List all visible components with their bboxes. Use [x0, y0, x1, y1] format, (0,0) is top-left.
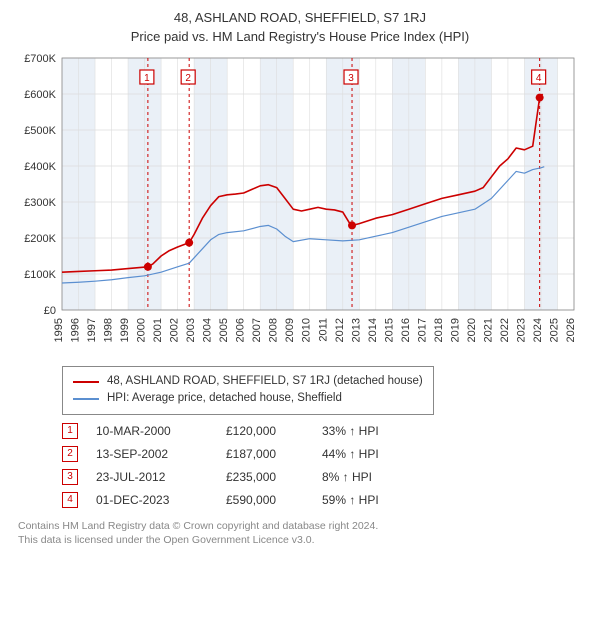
sale-pct-vs-hpi: 59% ↑ HPI — [322, 493, 432, 507]
svg-text:1: 1 — [144, 73, 150, 84]
sale-price: £120,000 — [226, 424, 304, 438]
svg-text:1998: 1998 — [103, 318, 115, 342]
sale-pct-vs-hpi: 8% ↑ HPI — [322, 470, 432, 484]
svg-text:2001: 2001 — [152, 318, 164, 342]
legend: 48, ASHLAND ROAD, SHEFFIELD, S7 1RJ (det… — [62, 366, 434, 415]
svg-text:3: 3 — [348, 73, 354, 84]
svg-text:2008: 2008 — [268, 318, 280, 342]
sale-row: 3 23-JUL-2012 £235,000 8% ↑ HPI — [62, 469, 584, 485]
sale-marker-box: 2 — [62, 446, 78, 462]
svg-text:2024: 2024 — [532, 318, 544, 342]
svg-text:2013: 2013 — [350, 318, 362, 342]
legend-swatch — [73, 381, 99, 383]
svg-text:2011: 2011 — [317, 318, 329, 342]
svg-text:4: 4 — [536, 73, 542, 84]
svg-text:£700K: £700K — [24, 53, 56, 65]
svg-text:2003: 2003 — [185, 318, 197, 342]
svg-text:2015: 2015 — [383, 318, 395, 342]
svg-text:£400K: £400K — [24, 161, 56, 173]
legend-row: 48, ASHLAND ROAD, SHEFFIELD, S7 1RJ (det… — [73, 373, 423, 390]
page-title: 48, ASHLAND ROAD, SHEFFIELD, S7 1RJ — [16, 10, 584, 25]
sale-marker-box: 1 — [62, 423, 78, 439]
svg-text:£500K: £500K — [24, 125, 56, 137]
sale-row: 2 13-SEP-2002 £187,000 44% ↑ HPI — [62, 446, 584, 462]
svg-text:2006: 2006 — [235, 318, 247, 342]
legend-swatch — [73, 398, 99, 400]
footer-line: This data is licensed under the Open Gov… — [18, 533, 584, 547]
svg-text:2000: 2000 — [136, 318, 148, 342]
svg-text:2007: 2007 — [251, 318, 263, 342]
svg-text:2012: 2012 — [334, 318, 346, 342]
svg-text:2019: 2019 — [449, 318, 461, 342]
svg-text:2005: 2005 — [218, 318, 230, 342]
svg-text:1999: 1999 — [119, 318, 131, 342]
sale-pct-vs-hpi: 44% ↑ HPI — [322, 447, 432, 461]
price-chart: £0 £100K £200K £300K £400K £500K £600K £700K 199… — [16, 50, 584, 360]
svg-text:2026: 2026 — [565, 318, 577, 342]
svg-text:2009: 2009 — [284, 318, 296, 342]
sale-marker-box: 4 — [62, 492, 78, 508]
svg-text:1995: 1995 — [53, 318, 65, 342]
sales-table: 1 10-MAR-2000 £120,000 33% ↑ HPI 2 13-SEP-200… — [62, 423, 584, 515]
sale-price: £235,000 — [226, 470, 304, 484]
svg-text:£100K: £100K — [24, 269, 56, 281]
svg-text:2017: 2017 — [416, 318, 428, 342]
svg-text:£0: £0 — [44, 305, 56, 317]
svg-text:2022: 2022 — [499, 318, 511, 342]
page-subtitle: Price paid vs. HM Land Registry's House … — [16, 29, 584, 44]
sale-row: 1 10-MAR-2000 £120,000 33% ↑ HPI — [62, 423, 584, 439]
svg-text:2002: 2002 — [169, 318, 181, 342]
page-root: 48, ASHLAND ROAD, SHEFFIELD, S7 1RJ Pric… — [0, 0, 600, 620]
svg-text:2010: 2010 — [301, 318, 313, 342]
sale-date: 10-MAR-2000 — [96, 424, 208, 438]
svg-text:£600K: £600K — [24, 89, 56, 101]
legend-row: HPI: Average price, detached house, Shef… — [73, 390, 423, 407]
svg-text:2016: 2016 — [400, 318, 412, 342]
svg-text:1996: 1996 — [70, 318, 82, 342]
svg-text:£200K: £200K — [24, 233, 56, 245]
sale-row: 4 01-DEC-2023 £590,000 59% ↑ HPI — [62, 492, 584, 508]
sale-pct-vs-hpi: 33% ↑ HPI — [322, 424, 432, 438]
sale-date: 23-JUL-2012 — [96, 470, 208, 484]
svg-text:1997: 1997 — [86, 318, 98, 342]
sale-date: 13-SEP-2002 — [96, 447, 208, 461]
svg-text:2025: 2025 — [548, 318, 560, 342]
sale-price: £590,000 — [226, 493, 304, 507]
legend-label: HPI: Average price, detached house, Shef… — [107, 390, 342, 407]
svg-text:2018: 2018 — [433, 318, 445, 342]
svg-text:2014: 2014 — [367, 318, 379, 342]
title-block: 48, ASHLAND ROAD, SHEFFIELD, S7 1RJ Pric… — [16, 10, 584, 50]
legend-label: 48, ASHLAND ROAD, SHEFFIELD, S7 1RJ (det… — [107, 373, 423, 390]
svg-text:2023: 2023 — [515, 318, 527, 342]
svg-text:2021: 2021 — [482, 318, 494, 342]
sale-marker-box: 3 — [62, 469, 78, 485]
svg-text:2020: 2020 — [466, 318, 478, 342]
footer-line: Contains HM Land Registry data © Crown c… — [18, 519, 584, 533]
svg-text:2: 2 — [185, 73, 191, 84]
footer-attribution: Contains HM Land Registry data © Crown c… — [18, 519, 584, 547]
sale-price: £187,000 — [226, 447, 304, 461]
svg-text:2004: 2004 — [202, 318, 214, 342]
sale-date: 01-DEC-2023 — [96, 493, 208, 507]
svg-text:£300K: £300K — [24, 197, 56, 209]
chart-container: £0 £100K £200K £300K £400K £500K £600K £700K 199… — [16, 50, 584, 360]
